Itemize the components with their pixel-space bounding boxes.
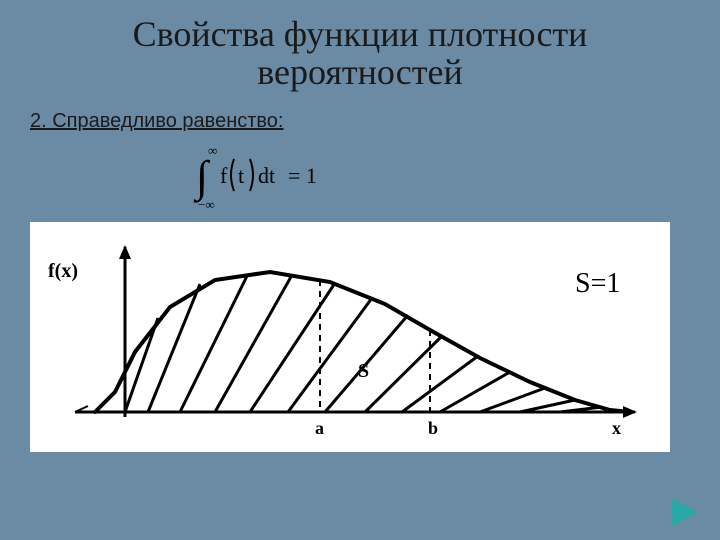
next-arrow-icon[interactable] [672,498,698,526]
lower-limit: −∞ [198,197,215,211]
integral-formula: ∞ ∫ −∞ f t dt = 1 [170,141,370,211]
paren-left [231,159,234,191]
svg-text:S: S [358,360,369,382]
integrand-f: f [220,163,228,188]
paren-right [250,159,253,191]
svg-text:f(x): f(x) [48,260,78,282]
integrand-t: t [238,163,244,188]
svg-text:x: x [612,418,621,438]
svg-text:b: b [428,418,438,438]
upper-limit: ∞ [208,143,217,158]
slide-subtitle: 2. Справедливо равенство: [30,110,690,133]
density-chart: f(x) a b x S S=1 [30,222,670,452]
integrand-dt: dt [258,163,275,188]
svg-text:a: a [315,418,324,438]
integral-sign: ∫ [193,152,211,203]
slide-title: Свойства функции плотности вероятностей [30,16,690,92]
formula: ∞ ∫ −∞ f t dt = 1 [170,141,690,216]
equals-one: = 1 [288,163,317,188]
svg-text:S=1: S=1 [575,268,620,299]
chart-panel: f(x) a b x S S=1 [30,222,670,452]
